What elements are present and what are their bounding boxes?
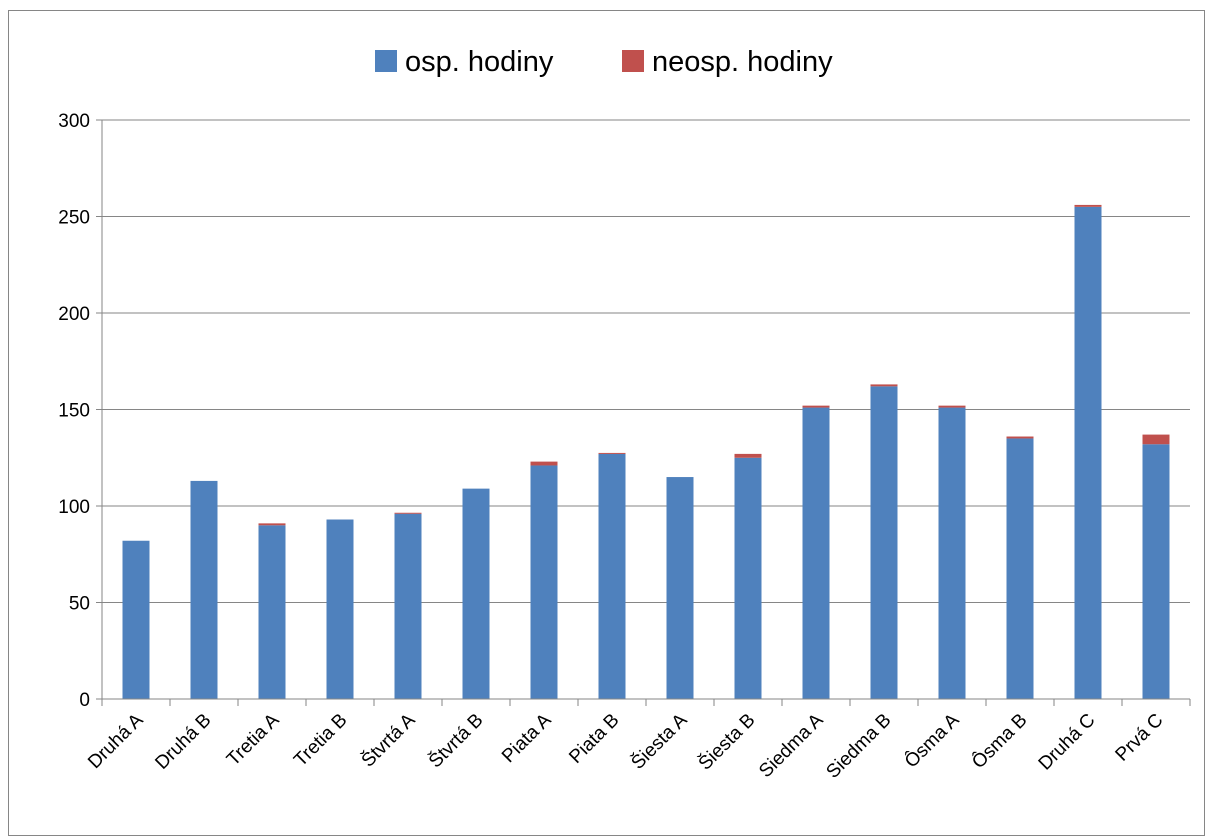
bar-neosp-hodiny — [530, 461, 558, 466]
bar-neosp-hodiny — [938, 405, 966, 408]
bar-osp-hodiny — [1006, 438, 1034, 699]
bar-osp-hodiny — [394, 513, 422, 699]
bar-osp-hodiny — [1142, 444, 1170, 699]
x-tick-label: Šiesta A — [627, 709, 692, 774]
bar-neosp-hodiny — [1006, 436, 1034, 439]
x-tick-label: Šiesta B — [694, 709, 760, 775]
x-tick-labels: Druhá A Druhá B Tretia A Tretia B Štvrtá A Št… — [84, 709, 1167, 783]
bar-osp-hodiny — [122, 540, 150, 699]
x-tick-label: Tretia B — [290, 710, 351, 771]
bar-osp-hodiny — [1074, 206, 1102, 699]
bar-osp-hodiny — [326, 519, 354, 699]
x-tick-label: Ôsma B — [967, 709, 1031, 773]
y-tick-label: 50 — [69, 594, 90, 615]
legend: osp. hodiny neosp. hodiny — [375, 46, 833, 78]
x-tick-label: Piata B — [565, 710, 623, 768]
bar-osp-hodiny — [938, 407, 966, 699]
bar-osp-hodiny — [190, 480, 218, 699]
x-tick-label: Druhá C — [1035, 710, 1100, 775]
bar-neosp-hodiny — [258, 523, 286, 526]
y-tick-label: 300 — [58, 111, 90, 132]
y-tick-label: 100 — [58, 497, 90, 518]
bar-osp-hodiny — [666, 477, 694, 699]
bar-neosp-hodiny — [394, 512, 422, 514]
bar-neosp-hodiny — [1074, 204, 1102, 207]
bar-osp-hodiny — [258, 525, 286, 699]
x-tick-label: Prvá C — [1112, 710, 1168, 766]
legend-label-neosp-hodiny: neosp. hodiny — [652, 46, 833, 78]
x-tick-label: Piata A — [498, 709, 556, 767]
bar-osp-hodiny — [734, 457, 762, 699]
y-tick-label: 200 — [58, 304, 90, 325]
legend-swatch-neosp-hodiny — [622, 50, 644, 72]
x-tick-label: Druhá A — [84, 709, 148, 773]
x-tick-label: Štvrtá B — [424, 709, 487, 772]
y-tick-label: 0 — [79, 690, 90, 711]
legend-label-osp-hodiny: osp. hodiny — [405, 46, 554, 78]
x-tick-label: Siedma B — [822, 710, 895, 783]
x-tick-label: Štvrtá A — [357, 709, 420, 772]
x-tick-label: Druhá B — [151, 710, 215, 774]
bar-osp-hodiny — [870, 386, 898, 699]
bar-osp-hodiny — [802, 407, 830, 699]
bar-neosp-hodiny — [870, 384, 898, 387]
legend-swatch-osp-hodiny — [375, 50, 397, 72]
x-tick-label: Siedma A — [755, 709, 828, 782]
bar-neosp-hodiny — [734, 453, 762, 458]
y-tick-labels: 0 50 100 150 200 250 300 — [58, 111, 102, 711]
x-tick-label: Tretia A — [223, 709, 284, 770]
bar-osp-hodiny — [598, 453, 626, 699]
bar-neosp-hodiny — [802, 405, 830, 408]
y-tick-label: 250 — [58, 208, 90, 229]
y-tick-label: 150 — [58, 401, 90, 422]
bar-neosp-hodiny — [598, 452, 626, 454]
bars — [122, 204, 1170, 699]
bar-osp-hodiny — [530, 465, 558, 699]
bar-neosp-hodiny — [1142, 434, 1170, 445]
x-tick-label: Ôsma A — [900, 709, 964, 773]
bar-osp-hodiny — [462, 488, 490, 699]
